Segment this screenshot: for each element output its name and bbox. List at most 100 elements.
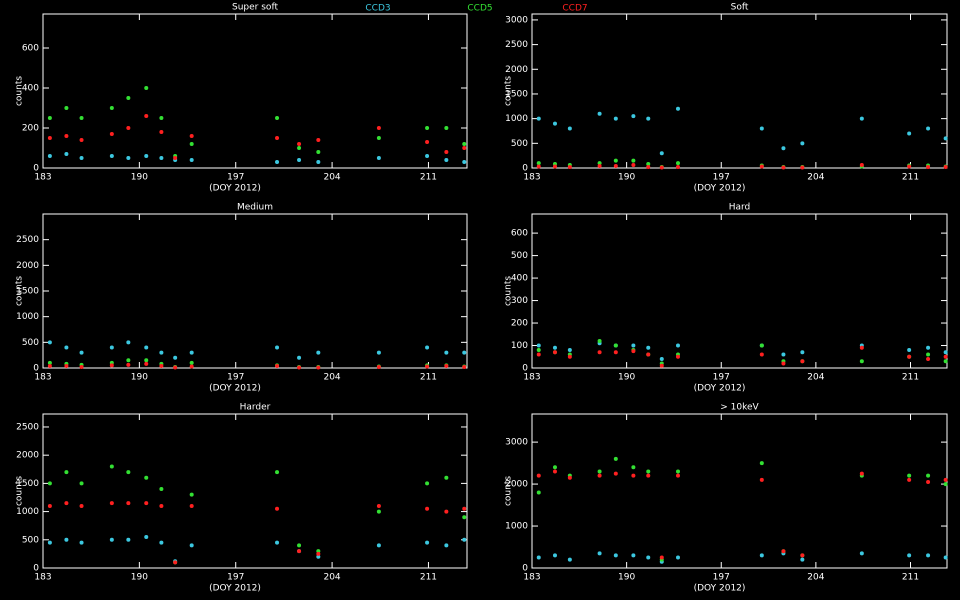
data-point [144,475,149,480]
data-point [189,503,194,508]
data-point [144,154,149,158]
y-axis-label: counts [15,276,25,306]
data-point [425,126,430,130]
data-point [126,537,131,542]
data-point [907,473,912,478]
data-point [64,106,69,110]
data-point [926,165,931,170]
data-point [926,473,931,478]
panel-title: Hard [729,203,751,213]
data-point [64,470,69,475]
data-point [297,355,302,360]
data-point [462,537,467,542]
data-point [781,165,786,170]
data-point [79,540,84,545]
data-point [109,537,114,542]
data-point [597,161,602,166]
data-point [109,464,114,469]
data-point [297,543,302,548]
data-point [109,501,114,506]
data-point [552,121,557,126]
data-point [613,116,618,121]
data-point [675,343,680,348]
data-point [275,345,280,350]
panel-title: > 10keV [720,403,759,413]
legend-entry: CCD5 [467,4,492,14]
data-point [316,160,321,164]
y-tick-label: 500 [511,139,528,149]
data-point [659,555,664,560]
data-point [859,345,864,350]
data-point [462,515,467,520]
y-tick-label: 2500 [16,422,39,432]
data-point [597,469,602,474]
data-point [444,150,449,154]
data-point [275,136,280,140]
data-point [144,361,149,366]
data-point [144,114,149,118]
data-point [462,364,467,369]
data-point [444,126,449,130]
data-point [47,136,52,140]
data-point [126,156,131,160]
x-axis-label: (DOY 2012) [209,584,261,594]
data-point [316,549,321,554]
x-tick-label: 204 [807,373,824,383]
data-point [759,126,764,131]
data-point [536,473,541,478]
panel-title: Medium [237,203,273,213]
y-tick-label: 300 [511,296,528,306]
data-point [159,487,164,492]
data-point [297,158,302,162]
data-point [907,354,912,359]
data-point [425,506,430,511]
x-axis-label: (DOY 2012) [694,384,746,394]
y-axis-label: counts [15,476,25,506]
data-point [613,471,618,476]
data-point [613,350,618,355]
data-point [376,156,381,160]
data-point [444,475,449,480]
data-point [64,345,69,350]
data-point [462,146,467,150]
data-point [631,465,636,470]
data-point [597,111,602,116]
data-point [536,116,541,121]
data-point [425,345,430,350]
data-point [126,126,131,130]
data-point [275,470,280,475]
data-point [631,158,636,163]
data-point [536,348,541,353]
data-point [297,142,302,146]
x-tick-label: 204 [807,573,824,583]
data-point [64,501,69,506]
data-point [646,165,651,170]
data-point [597,164,602,169]
data-point [597,551,602,556]
y-tick-label: 600 [511,229,528,239]
data-point [159,503,164,508]
y-tick-label: 1500 [16,287,39,297]
data-point [659,165,664,170]
data-point [425,540,430,545]
data-point [800,553,805,558]
x-tick-label: 183 [34,373,51,383]
data-point [47,503,52,508]
data-point [567,475,572,480]
data-point [126,470,131,475]
x-tick-label: 183 [34,573,51,583]
x-tick-label: 190 [618,573,635,583]
data-point [800,557,805,562]
data-point [47,540,52,545]
y-axis-label: counts [15,76,25,106]
data-point [275,506,280,511]
x-tick-label: 190 [618,173,635,183]
data-point [316,350,321,355]
x-tick-label: 197 [227,173,244,183]
data-point [376,543,381,548]
data-point [536,352,541,357]
data-point [552,465,557,470]
data-point [126,362,131,367]
y-tick-label: 400 [511,274,528,284]
y-tick-label: 2000 [16,451,39,461]
